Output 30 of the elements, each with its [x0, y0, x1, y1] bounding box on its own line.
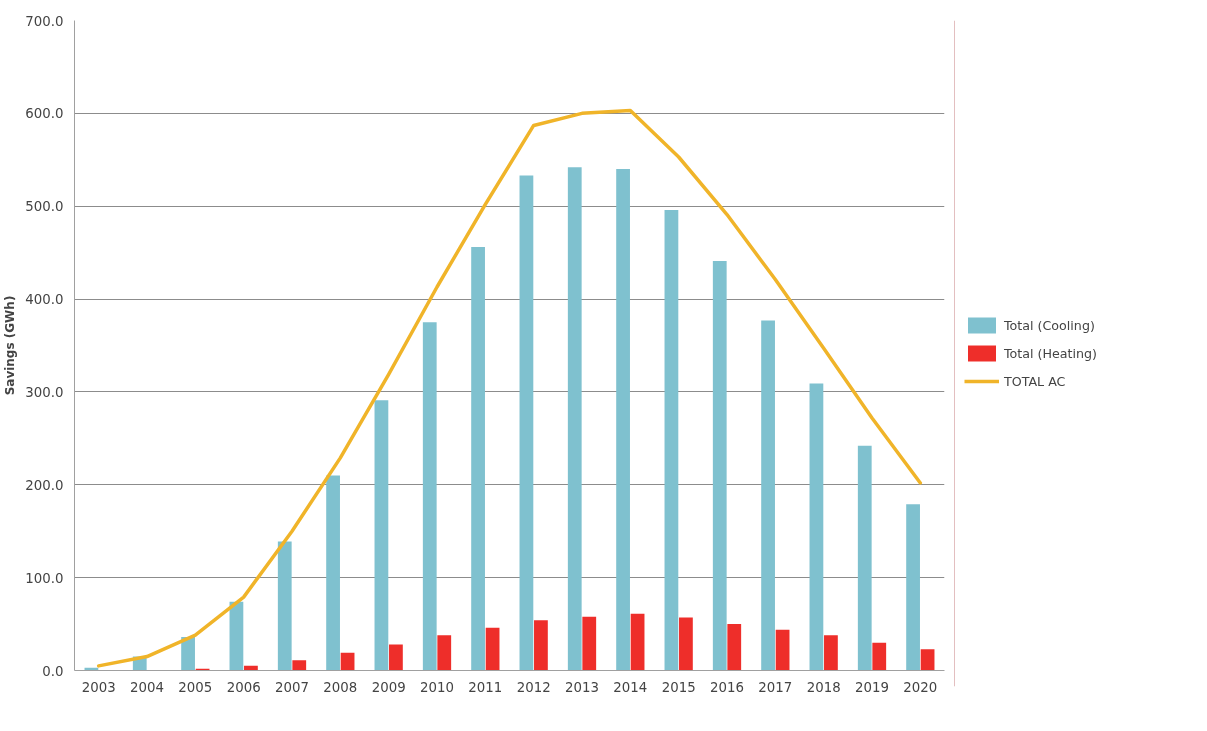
x-tick-label: 2003: [81, 679, 116, 695]
y-tick-label: 600.0: [25, 106, 64, 122]
y-tick-label: 100.0: [25, 570, 64, 586]
x-tick-label: 2018: [806, 679, 841, 695]
x-tick-label: 2012: [516, 679, 551, 695]
x-tick-label: 2013: [565, 679, 599, 695]
legend-label: Total (Heating): [1004, 345, 1098, 361]
legend-label: Total (Cooling): [1004, 317, 1095, 333]
x-tick-label: 2007: [275, 679, 309, 695]
y-tick-label: 400.0: [25, 292, 64, 308]
x-tick-label: 2010: [420, 679, 454, 695]
y-tick-label: 0.0: [42, 663, 64, 679]
y-axis-title: Savings (GWh): [3, 295, 18, 396]
legend-label: TOTAL AC: [1004, 373, 1066, 389]
y-tick-label: 200.0: [25, 477, 64, 493]
x-tick-label: 2015: [661, 679, 696, 695]
x-tick-label: 2020: [903, 679, 938, 695]
x-tick-label: 2017: [758, 679, 793, 695]
x-tick-label: 2016: [710, 679, 744, 695]
x-tick-label: 2004: [130, 679, 164, 695]
x-tick-label: 2008: [323, 679, 358, 695]
x-tick-label: 2019: [855, 679, 889, 695]
y-tick-label: 500.0: [25, 199, 64, 215]
x-tick-label: 2014: [613, 679, 648, 695]
y-tick-label: 700.0: [25, 13, 64, 29]
x-tick-label: 2006: [226, 679, 261, 695]
x-tick-label: 2005: [178, 679, 213, 695]
x-tick-label: 2009: [371, 679, 406, 695]
x-tick-label: 2011: [468, 679, 503, 695]
y-tick-label: 300.0: [25, 384, 64, 400]
